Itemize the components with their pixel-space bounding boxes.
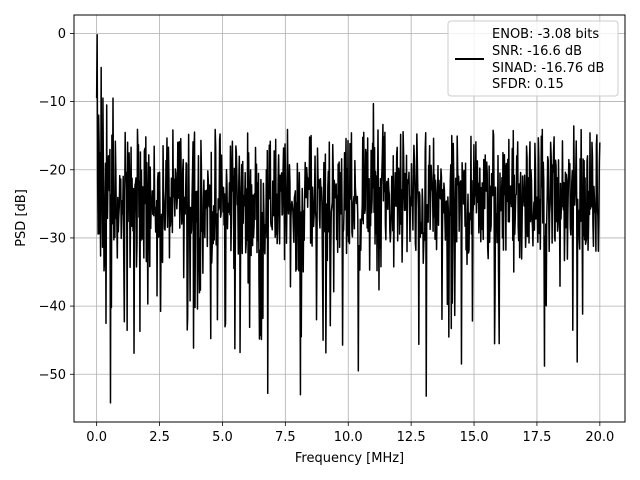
- x-tick-label: 20.0: [585, 430, 614, 445]
- x-tick-label: 15.0: [460, 430, 489, 445]
- legend: ENOB: -3.08 bits SNR: -16.6 dB SINAD: -1…: [447, 20, 619, 97]
- x-tick-label: 5.0: [212, 430, 233, 445]
- legend-entry-snr: SNR: -16.6 dB: [492, 44, 582, 59]
- y-tick-label: −10: [39, 95, 66, 110]
- x-tick-label: 10.0: [334, 430, 363, 445]
- y-tick-label: 0: [58, 27, 66, 42]
- x-tick-label: 2.5: [149, 430, 170, 445]
- y-tick-label: −50: [39, 368, 66, 383]
- y-tick-label: −40: [39, 300, 66, 315]
- x-tick-label: 0.0: [86, 430, 107, 445]
- x-tick-label: 12.5: [397, 430, 426, 445]
- y-axis-label: PSD [dB]: [14, 189, 29, 247]
- y-axis-ticks: 0 −10 −20 −30 −40 −50: [39, 27, 74, 383]
- x-tick-label: 7.5: [275, 430, 296, 445]
- legend-entry-sinad: SINAD: -16.76 dB: [492, 61, 604, 76]
- legend-entry-sfdr: SFDR: 0.15: [492, 77, 564, 92]
- y-tick-label: −30: [39, 231, 66, 246]
- x-axis-label: Frequency [MHz]: [295, 451, 404, 466]
- y-tick-label: −20: [39, 163, 66, 178]
- psd-series-line: [95, 34, 601, 404]
- x-tick-label: 17.5: [522, 430, 551, 445]
- axes-frame: [73, 14, 626, 423]
- plot-area: [95, 34, 601, 404]
- legend-entry-enob: ENOB: -3.08 bits: [492, 27, 599, 42]
- x-axis-ticks: 0.0 2.5 5.0 7.5 10.0 12.5 15.0 17.5 20.0: [86, 422, 614, 445]
- legend-box: [447, 20, 619, 97]
- series-layer: [95, 34, 601, 404]
